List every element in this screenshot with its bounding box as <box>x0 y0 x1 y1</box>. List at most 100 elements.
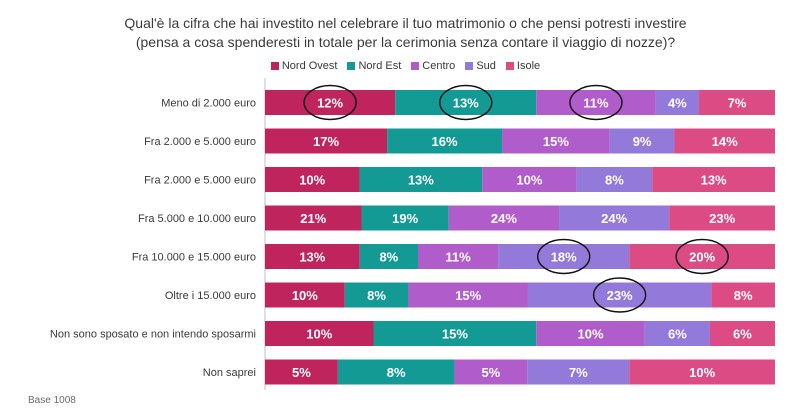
bar-segment <box>652 167 775 192</box>
data-label: 18% <box>551 250 577 265</box>
data-label: 23% <box>709 211 735 226</box>
data-label: 13% <box>453 96 479 111</box>
bar-segment <box>536 90 656 115</box>
data-label: 10% <box>306 327 332 342</box>
legend-item-4: Isole <box>505 60 541 72</box>
data-label: 10% <box>689 365 715 380</box>
data-label: 6% <box>733 327 752 342</box>
legend-swatch <box>270 62 279 70</box>
bar-segment <box>418 244 499 269</box>
bar-segment <box>265 167 360 192</box>
data-label: 15% <box>543 134 569 149</box>
data-label: 7% <box>728 96 747 111</box>
base-note: Base 1008 <box>28 395 76 406</box>
bar-segment <box>265 205 362 231</box>
data-label: 20% <box>689 250 715 265</box>
category-label: Fra 2.000 e 5.000 euro <box>144 175 256 187</box>
legend-label: Centro <box>422 60 456 72</box>
bar-segment <box>265 282 345 308</box>
category-label: Meno di 2.000 euro <box>161 98 256 110</box>
bar-segment <box>498 244 630 269</box>
data-label: 11% <box>583 96 609 111</box>
highlight-circle <box>675 238 729 275</box>
bar-segment <box>527 282 712 308</box>
bar-segment <box>699 90 775 115</box>
category-label: Fra 10.000 e 15.000 euro <box>132 252 256 264</box>
legend-label: Isole <box>516 60 541 72</box>
data-label: 8% <box>367 288 386 303</box>
legend-item-1: Nord Est <box>347 60 401 72</box>
data-label: 13% <box>299 250 325 265</box>
chart-title-line-2: (pensa a cosa spenderesti in totale per … <box>135 34 676 50</box>
bar-segment <box>359 167 483 192</box>
chart-title: Qual'è la cifra che hai investito nel ce… <box>0 14 811 52</box>
legend-swatch <box>505 62 514 70</box>
data-label: 8% <box>734 288 753 303</box>
data-label: 17% <box>313 134 339 149</box>
legend-label: Nord Est <box>358 60 402 72</box>
data-label: 9% <box>633 134 652 149</box>
bar-segment <box>709 321 775 346</box>
category-label: Fra 5.000 e 10.000 euro <box>138 213 256 225</box>
legend-item-3: Sud <box>465 60 496 72</box>
bar-segment <box>265 359 338 385</box>
category-label: Non sono sposato e non intendo sposarmi <box>50 329 256 341</box>
bar-segment <box>408 282 528 308</box>
bar-segment <box>609 128 675 154</box>
data-label: 8% <box>605 173 624 188</box>
data-label: 21% <box>300 211 326 226</box>
data-label: 5% <box>292 365 311 380</box>
legend-item-0: Nord Ovest <box>270 60 338 72</box>
data-label: 12% <box>317 96 343 111</box>
legend-swatch <box>411 62 420 70</box>
data-label: 6% <box>668 327 687 342</box>
category-label: Oltre i 15.000 euro <box>165 290 256 302</box>
bar-segment <box>502 128 610 154</box>
bar-segment <box>337 359 455 385</box>
bar-segment <box>454 359 528 385</box>
highlight-circle <box>439 84 493 121</box>
bar-segment <box>674 128 775 154</box>
legend-item-2: Centro <box>411 60 455 72</box>
bar-segment <box>629 359 775 385</box>
data-label: 10% <box>516 173 542 188</box>
data-label: 13% <box>701 173 727 188</box>
data-label: 11% <box>445 250 471 265</box>
highlight-circle <box>303 84 357 121</box>
data-label: 8% <box>387 365 406 380</box>
category-label: Fra 2.000 e 5.000 euro <box>144 136 256 148</box>
data-label: 10% <box>578 327 604 342</box>
data-label: 24% <box>601 211 627 226</box>
legend-swatch <box>347 62 356 70</box>
bar-segment <box>265 90 396 115</box>
bar-segment <box>576 167 653 192</box>
bar-segment <box>448 205 560 231</box>
data-label: 13% <box>408 173 434 188</box>
stacked-bar-chart: Meno di 2.000 euro 12% 13% 11% 4% 7% Fra 2.000… <box>50 78 775 390</box>
data-label: 24% <box>491 211 517 226</box>
data-label: 7% <box>569 365 588 380</box>
legend-label: Nord Ovest <box>281 60 338 72</box>
bar-segment <box>344 282 409 308</box>
data-label: 10% <box>299 173 325 188</box>
data-label: 8% <box>379 250 398 265</box>
highlight-circle <box>537 238 591 275</box>
bar-segment <box>265 244 360 269</box>
bar-segment <box>482 167 577 192</box>
bar-segment <box>373 321 537 346</box>
category-label: Non saprei <box>203 367 256 379</box>
bar-segment <box>265 128 388 154</box>
bar-segment <box>536 321 645 346</box>
data-label: 14% <box>712 134 738 149</box>
data-label: 23% <box>607 288 633 303</box>
highlight-circle <box>592 277 647 313</box>
data-label: 5% <box>481 365 500 380</box>
bar-segment <box>359 244 418 269</box>
bar-segment <box>265 321 374 346</box>
highlight-circle <box>569 84 623 121</box>
bar-segment <box>655 90 700 115</box>
bar-segment <box>527 359 630 385</box>
legend-swatch <box>465 62 474 70</box>
data-label: 19% <box>392 211 418 226</box>
bar-segment <box>711 282 775 308</box>
